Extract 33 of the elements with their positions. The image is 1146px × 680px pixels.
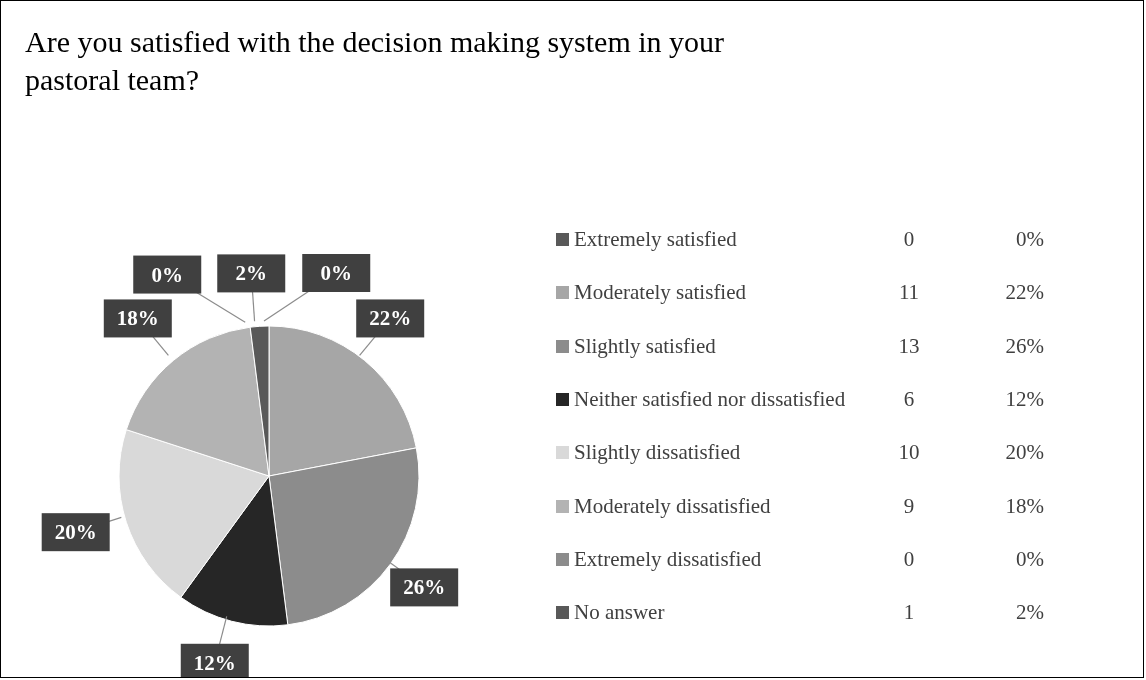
- text: 13: [897, 333, 921, 359]
- text: 2%: [1016, 600, 1044, 625]
- text: 0%: [1016, 546, 1044, 571]
- data-label: 26%: [403, 575, 446, 600]
- text: 0: [902, 227, 916, 253]
- text: 0%: [151, 262, 183, 287]
- legend-label: Moderately dissatisfied: [574, 493, 772, 519]
- data-label: 2%: [235, 261, 267, 286]
- text: 9: [902, 493, 916, 519]
- text: 10: [897, 440, 921, 466]
- legend-label: Neither satisfied nor dissatisfied: [574, 387, 847, 413]
- text: 18%: [1005, 493, 1044, 518]
- legend-label: Extremely satisfied: [574, 227, 738, 253]
- text: 20%: [1005, 440, 1044, 465]
- legend-label: Slightly satisfied: [574, 333, 717, 359]
- text: 0%: [1016, 227, 1044, 252]
- text: 0%: [320, 261, 352, 285]
- text: 26%: [1005, 333, 1044, 358]
- legend-label: Slightly dissatisfied: [574, 440, 742, 466]
- legend-label: No answer: [574, 600, 666, 626]
- legend-label: Extremely dissatisfied: [574, 546, 763, 572]
- chart-title: Are you satisfied with the decision making system in your pastoral team?: [25, 24, 726, 98]
- text: 0: [902, 546, 916, 572]
- legend-label: Moderately satisfied: [574, 280, 748, 306]
- data-label: 12%: [193, 650, 236, 675]
- data-label: 20%: [54, 520, 97, 545]
- text: 12%: [1005, 387, 1044, 412]
- text: 6: [902, 387, 916, 413]
- data-label: 18%: [116, 306, 159, 331]
- text: 22%: [1005, 280, 1044, 305]
- data-label: 22%: [369, 306, 412, 331]
- text: 11: [897, 280, 921, 306]
- text: 1: [902, 600, 916, 626]
